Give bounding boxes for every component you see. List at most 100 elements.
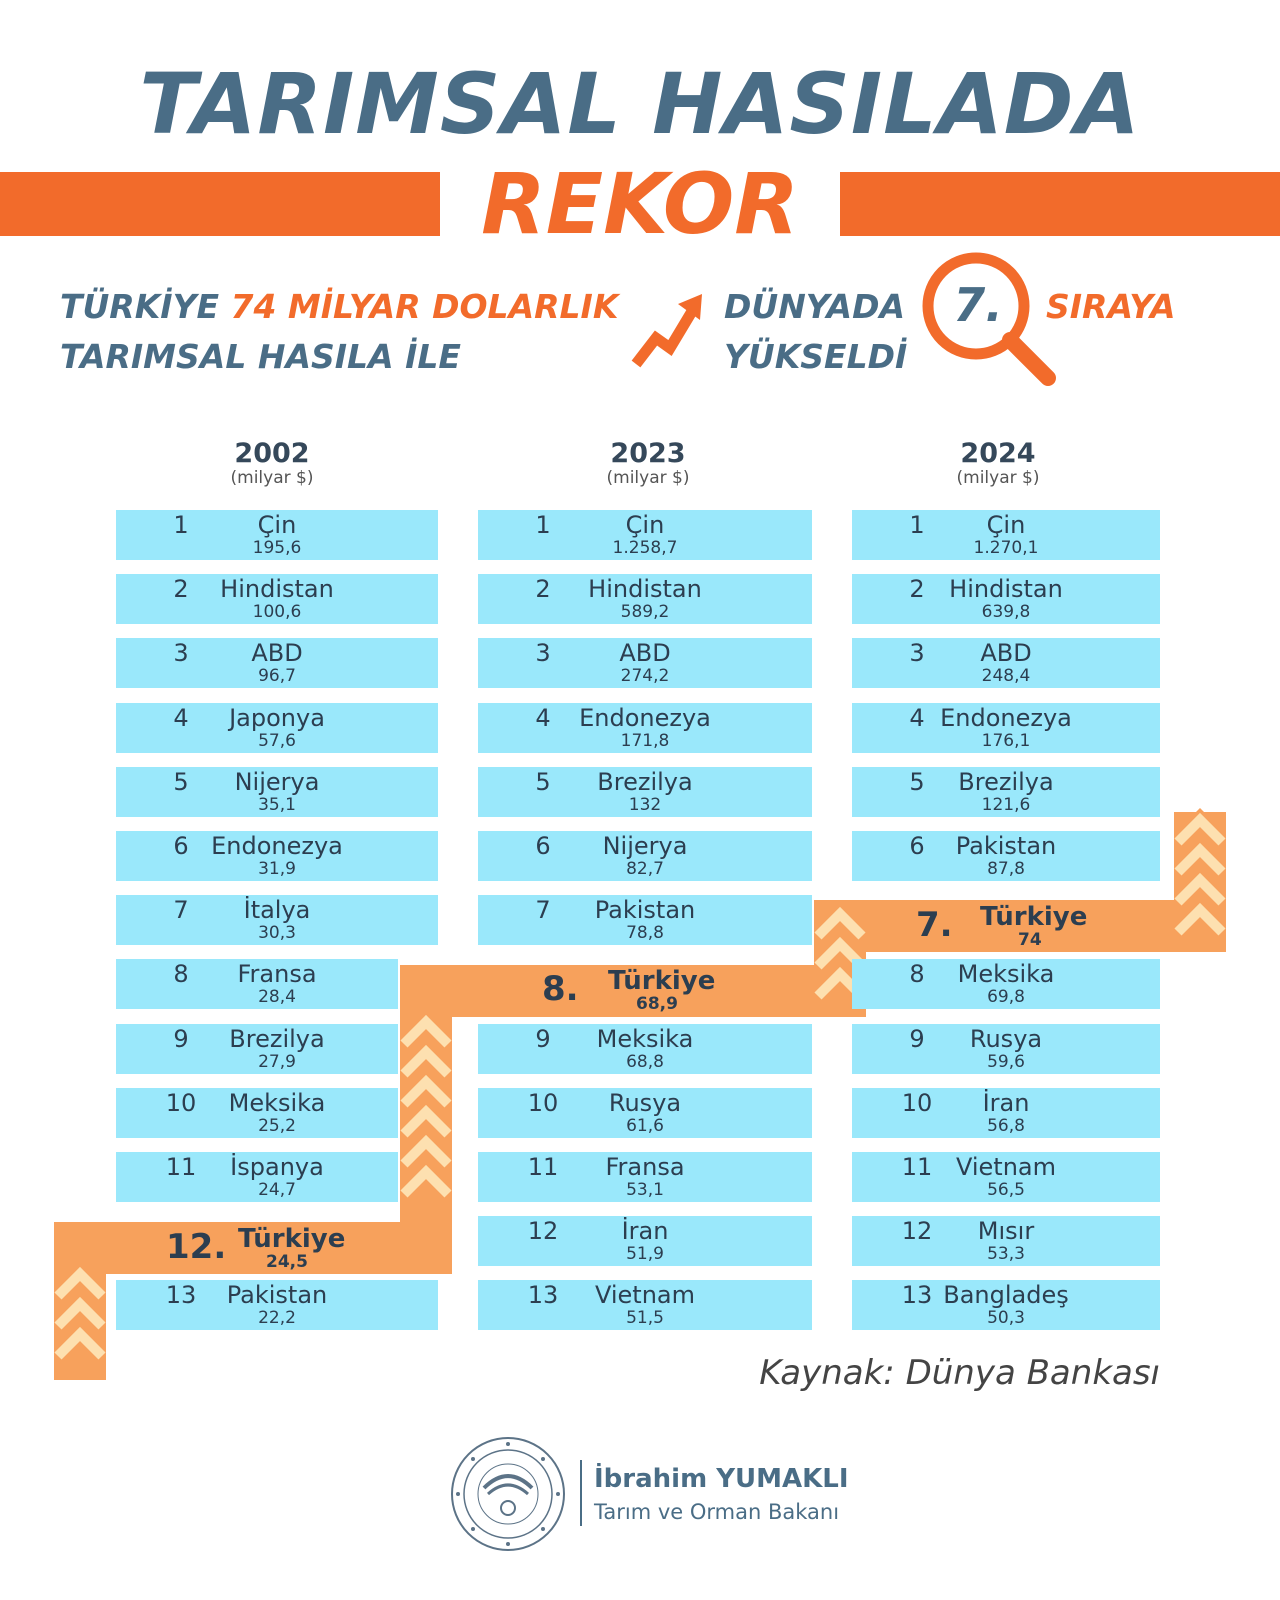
highlight-name-2002: Türkiye: [238, 1224, 346, 1254]
row-country: Hindistan: [588, 575, 702, 603]
row-country: Nijerya: [602, 832, 688, 860]
row-value: 171,8: [620, 731, 670, 751]
column-year-2024: 2024: [960, 438, 1036, 469]
row-country: Pakistan: [226, 1281, 328, 1309]
row-country: Pakistan: [955, 832, 1057, 860]
row-rank: 9: [173, 1025, 189, 1053]
row-value: 59,6: [987, 1052, 1025, 1072]
row-value: 1.258,7: [612, 538, 678, 558]
row-value: 51,5: [626, 1308, 664, 1328]
row-value: 50,3: [987, 1308, 1025, 1328]
row-rank: 2: [173, 575, 189, 603]
row-country: Hindistan: [220, 575, 334, 603]
row-value: 27,9: [258, 1052, 296, 1072]
table-row: 7 Pakistan 78,8: [478, 895, 812, 945]
row-value: 30,3: [258, 923, 296, 943]
row-value: 69,8: [987, 987, 1025, 1007]
row-rank: 5: [173, 768, 189, 796]
table-row: 13 Bangladeş 50,3: [852, 1280, 1160, 1330]
table-row: 6 Pakistan 87,8: [852, 831, 1160, 881]
row-rank: 2: [535, 575, 551, 603]
highlight-rank-2002: 12.: [166, 1227, 227, 1267]
row-rank: 5: [535, 768, 551, 796]
column-year-2002: 2002: [234, 438, 310, 469]
row-country: Fransa: [237, 960, 317, 988]
row-value: 121,6: [981, 795, 1031, 815]
table-row: 11 İspanya 24,7: [116, 1152, 398, 1202]
row-country: Meksika: [228, 1089, 326, 1117]
highlight-value-2023: 68,9: [636, 994, 678, 1014]
row-rank: 10: [901, 1089, 933, 1117]
row-country: Pakistan: [594, 896, 696, 924]
table-row: 8 Meksika 69,8: [852, 959, 1160, 1009]
column-unit-2024: (milyar $): [956, 468, 1040, 488]
row-value: 100,6: [252, 602, 302, 622]
table-row: 8 Fransa 28,4: [116, 959, 398, 1009]
row-country: ABD: [980, 639, 1032, 667]
row-value: 96,7: [258, 666, 296, 686]
table-row: 10 İran 56,8: [852, 1088, 1160, 1138]
row-rank: 6: [535, 832, 551, 860]
row-rank: 4: [173, 704, 189, 732]
row-country: Brezilya: [229, 1025, 325, 1053]
table-row: 12 İran 51,9: [478, 1216, 812, 1266]
row-rank: 12: [901, 1217, 933, 1245]
row-rank: 10: [165, 1089, 197, 1117]
row-rank: 8: [909, 960, 925, 988]
table-row: 6 Endonezya 31,9: [116, 831, 438, 881]
table-row: 6 Nijerya 82,7: [478, 831, 812, 881]
row-country: Endonezya: [211, 832, 343, 860]
table-row: 9 Meksika 68,8: [478, 1024, 812, 1074]
row-value: 78,8: [626, 923, 664, 943]
column-unit-2023: (milyar $): [606, 468, 690, 488]
subtitle-rank: SIRAYA: [1046, 287, 1176, 326]
row-value: 56,5: [987, 1180, 1025, 1200]
row-value: 53,3: [987, 1244, 1025, 1264]
row-value: 35,1: [258, 795, 296, 815]
row-country: Meksika: [596, 1025, 694, 1053]
rank-badge: 7.: [953, 278, 1003, 332]
row-rank: 12: [527, 1217, 559, 1245]
table-row: 2 Hindistan 589,2: [478, 574, 812, 624]
row-country: Çin: [625, 511, 665, 539]
row-country: Çin: [257, 511, 297, 539]
row-country: Nijerya: [234, 768, 320, 796]
highlight-name-2024: Türkiye: [980, 902, 1088, 932]
row-rank: 10: [527, 1089, 559, 1117]
table-row: 10 Meksika 25,2: [116, 1088, 398, 1138]
row-value: 248,4: [981, 666, 1031, 686]
trend-up-arrow-icon: [631, 294, 702, 368]
table-row: 1 Çin 1.270,1: [852, 510, 1160, 560]
row-value: 53,1: [626, 1180, 664, 1200]
row-country: Meksika: [957, 960, 1055, 988]
row-value: 28,4: [258, 987, 296, 1007]
table-row: 11 Fransa 53,1: [478, 1152, 812, 1202]
row-value: 51,9: [626, 1244, 664, 1264]
table-row: 2 Hindistan 639,8: [852, 574, 1160, 624]
row-rank: 13: [901, 1281, 933, 1309]
row-rank: 13: [527, 1281, 559, 1309]
highlight-value-2002: 24,5: [266, 1252, 308, 1272]
row-rank: 6: [909, 832, 925, 860]
highlight-rank-2023: 8.: [542, 969, 579, 1009]
subtitle-line-1: TÜRKİYE 74 MİLYAR DOLARLIK: [60, 290, 618, 323]
row-country: Vietnam: [955, 1153, 1057, 1181]
title-line-2: REKOR: [481, 155, 799, 253]
row-value: 57,6: [258, 731, 296, 751]
row-rank: 5: [909, 768, 925, 796]
ministry-seal-icon: [451, 1437, 565, 1551]
table-row: 5 Nijerya 35,1: [116, 767, 438, 817]
row-rank: 6: [173, 832, 189, 860]
table-row: 4 Endonezya 171,8: [478, 703, 812, 753]
table-row: 3 ABD 248,4: [852, 638, 1160, 688]
row-country: İran: [621, 1217, 669, 1245]
table-row: 4 Japonya 57,6: [116, 703, 438, 753]
row-value: 195,6: [252, 538, 302, 558]
row-country: Bangladeş: [943, 1281, 1069, 1309]
row-country: Mısır: [977, 1217, 1035, 1245]
row-rank: 7: [173, 896, 189, 924]
row-value: 24,7: [258, 1180, 296, 1200]
row-rank: 3: [909, 639, 925, 667]
row-value: 61,6: [626, 1116, 664, 1136]
row-rank: 2: [909, 575, 925, 603]
